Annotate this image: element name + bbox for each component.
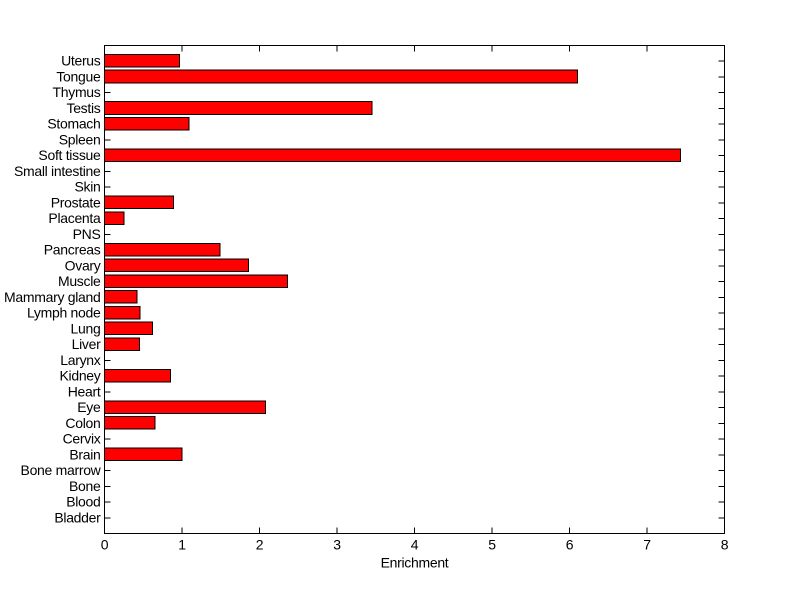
svg-text:Stomach: Stomach (47, 116, 100, 132)
svg-text:Uterus: Uterus (61, 53, 101, 69)
svg-text:PNS: PNS (73, 226, 101, 242)
svg-text:Kidney: Kidney (59, 368, 100, 384)
svg-text:Larynx: Larynx (60, 352, 101, 368)
svg-text:Thymus: Thymus (53, 84, 101, 100)
svg-text:Lymph node: Lymph node (27, 305, 101, 321)
svg-text:4: 4 (411, 537, 419, 553)
svg-text:Lung: Lung (71, 320, 101, 336)
svg-text:Enrichment: Enrichment (381, 555, 449, 571)
svg-text:0: 0 (101, 537, 109, 553)
svg-text:Pancreas: Pancreas (44, 242, 101, 258)
svg-text:Eye: Eye (77, 399, 101, 415)
svg-text:Placenta: Placenta (48, 210, 101, 226)
svg-text:Blood: Blood (66, 494, 100, 510)
svg-text:Tongue: Tongue (56, 68, 101, 84)
svg-text:Small intestine: Small intestine (14, 163, 101, 179)
svg-text:Testis: Testis (67, 100, 101, 116)
svg-text:7: 7 (643, 537, 651, 553)
svg-text:Mammary gland: Mammary gland (4, 289, 100, 305)
svg-text:Bladder: Bladder (54, 509, 101, 525)
svg-text:Spleen: Spleen (59, 131, 101, 147)
svg-text:6: 6 (566, 537, 574, 553)
svg-text:5: 5 (488, 537, 496, 553)
svg-text:Bone: Bone (69, 478, 101, 494)
svg-text:3: 3 (333, 537, 341, 553)
svg-text:Muscle: Muscle (58, 273, 101, 289)
svg-text:Skin: Skin (74, 179, 100, 195)
svg-text:Liver: Liver (72, 336, 101, 352)
svg-text:Heart: Heart (68, 383, 101, 399)
svg-text:Bone marrow: Bone marrow (21, 462, 102, 478)
svg-text:Cervix: Cervix (63, 431, 101, 447)
svg-text:8: 8 (721, 537, 729, 553)
svg-text:2: 2 (256, 537, 264, 553)
svg-text:Soft tissue: Soft tissue (38, 147, 101, 163)
svg-text:Prostate: Prostate (51, 194, 101, 210)
svg-text:Colon: Colon (65, 415, 100, 431)
svg-text:Brain: Brain (69, 446, 100, 462)
svg-text:Ovary: Ovary (65, 257, 101, 273)
svg-text:1: 1 (178, 537, 186, 553)
